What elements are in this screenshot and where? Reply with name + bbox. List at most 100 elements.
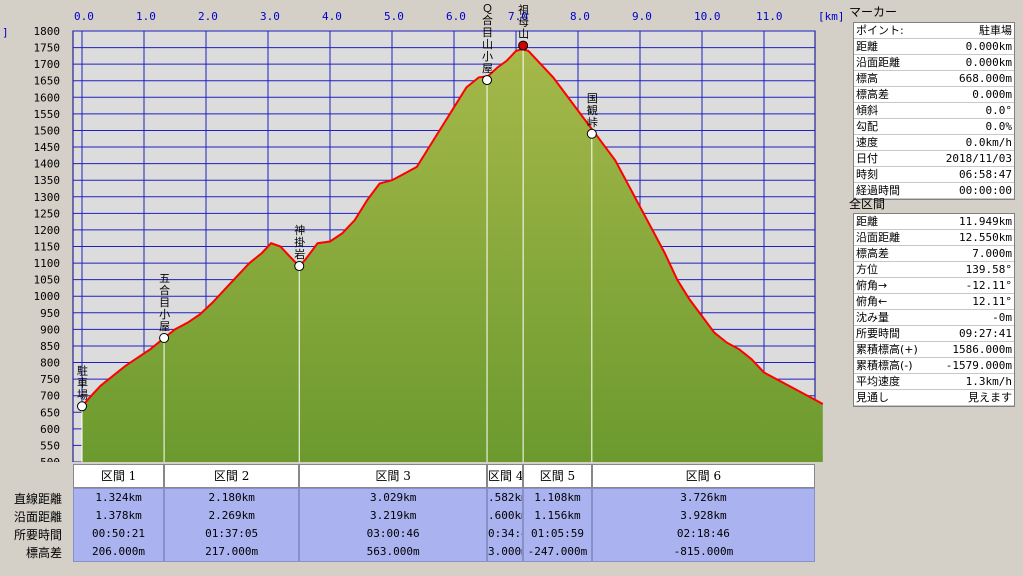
marker-prop-value: 00:00:00 [959,184,1012,197]
marker-prop-key: 傾斜 [856,104,878,117]
marker-prop-key: 経過時間 [856,184,900,197]
segment-value: 1.324km [95,491,142,504]
total-prop-key: 見通し [856,391,889,404]
segment-column[interactable]: 区間 5 1.108km 1.156km 01:05:59 -247.000m [523,464,592,564]
total-prop-key: 累積標高(+) [856,343,918,356]
marker-prop-value: 06:58:47 [959,168,1012,181]
y-tick-label: 1750 [34,42,61,55]
y-tick-label: 1000 [34,290,61,303]
y-axis-ticks: 1800 1750 1700 1650 1600 1550 1500 1450 1400 1350… [34,25,61,462]
segment-value: 01:05:59 [530,527,584,540]
y-tick-label: 1250 [34,207,61,220]
total-prop-key: 標高差 [856,247,889,260]
y-tick-label: 800 [40,357,60,370]
segment-value: -247.000m [527,545,588,558]
marker-prop-value: 0.000km [965,40,1012,53]
segment-value: -815.000m [673,545,734,558]
y-tick-label: 1100 [34,257,61,270]
x-tick-label: 7.0 [508,10,528,23]
total-prop-value: 12.550km [959,231,1012,244]
marker-prop-row: 日付 2018/11/03 [854,151,1014,167]
total-prop-key: 沈み量 [856,311,889,324]
total-prop-value: 139.58° [965,263,1012,276]
row-label-elevation-diff: 標高差 [25,546,62,560]
segment-column[interactable]: 区間 3 3.029km 3.219km 03:00:46 563.000m [299,464,488,564]
waypoint-marker[interactable] [482,75,493,86]
marker-prop-key: 距離 [856,40,878,53]
segment-value: 00:50:21 [92,527,146,540]
segment-value: 3.928km [680,509,727,522]
total-prop-row: 方位 139.58° [854,262,1014,278]
y-tick-label: 950 [40,307,60,320]
x-tick-label: 8.0 [570,10,590,23]
marker-prop-row: 標高差 0.000m [854,87,1014,103]
total-prop-key: 累積標高(-) [856,359,913,372]
y-tick-label: 750 [40,373,60,386]
segment-value: 1.156km [534,509,581,522]
x-tick-label: 4.0 [322,10,342,23]
y-tick-label: 1800 [34,25,61,38]
waypoint-marker[interactable] [294,261,305,272]
y-tick-label: 1200 [34,224,61,237]
segment-header: 区間 3 [299,464,488,488]
segment-value: 03:00:46 [366,527,420,540]
segment-header: 区間 1 [73,464,165,488]
marker-prop-key: 沿面距離 [856,56,900,69]
segment-value: 3.726km [680,491,727,504]
y-tick-label: 900 [40,323,60,336]
total-prop-key: 俯角← [856,295,888,308]
segment-value: 0:34:4 [488,527,522,540]
waypoint-label: Ｑ合目山小屋 [482,2,493,75]
waypoint-marker[interactable] [159,333,170,344]
marker-prop-value: 668.000m [959,72,1012,85]
y-tick-label: 1400 [34,158,61,171]
row-label-duration: 所要時間 [13,528,62,542]
marker-prop-value: 駐車場 [979,24,1012,37]
x-tick-label: 1.0 [136,10,156,23]
row-label-straight-distance: 直線距離 [13,492,62,506]
segment-value: .582km [488,491,522,504]
waypoint-marker[interactable] [77,401,87,412]
y-tick-label: 1700 [34,58,61,71]
profile-area [81,48,824,462]
segment-column[interactable]: 区間 1 1.324km 1.378km 00:50:21 206.000m [73,464,165,564]
marker-prop-value: 0.000m [972,88,1012,101]
waypoint-marker[interactable] [586,128,597,139]
total-prop-key: 平均速度 [856,375,900,388]
segment-value: 217.000m [205,545,259,558]
waypoint-label: 神掛岩 [294,223,305,261]
segment-column[interactable]: 区間 4 .582km .600km 0:34:4 3.000m [487,464,524,564]
marker-prop-key: 速度 [856,136,878,149]
segment-values: 1.324km 1.378km 00:50:21 206.000m [73,488,165,562]
total-prop-row: 俯角← 12.11° [854,294,1014,310]
total-prop-value: 09:27:41 [959,327,1012,340]
x-tick-label: 11.0 [756,10,783,23]
y-tick-label: 1300 [34,191,61,204]
y-tick-label: 1500 [34,124,61,137]
total-properties: 距離 11.949km 沿面距離 12.550km 標高差 7.000m 方位 139.58°… [853,213,1015,407]
x-axis-ticks: 0.0 1.0 2.0 3.0 4.0 5.0 6.0 7.0 8.0 9.0 10.0 11.0 [74,10,783,23]
marker-properties: ポイント: 駐車場 距離 0.000km 沿面距離 0.000km 標高 668.000m 標高… [853,22,1015,200]
segment-values: 2.180km 2.269km 01:37:05 217.000m [164,488,300,562]
waypoint-label: 駐車場 [77,363,88,401]
segment-column[interactable]: 区間 2 2.180km 2.269km 01:37:05 217.000m [164,464,300,564]
total-prop-row: 所要時間 09:27:41 [854,326,1014,342]
total-prop-key: 所要時間 [856,327,900,340]
x-unit-label: [km] [818,10,845,23]
segment-column[interactable]: 区間 6 3.726km 3.928km 02:18:46 -815.000m [591,464,815,564]
total-prop-value: 見えます [968,391,1012,404]
elevation-area [82,49,823,462]
total-prop-value: 1.3km/h [965,375,1012,388]
x-tick-label: 5.0 [384,10,404,23]
y-tick-label: 1450 [34,141,61,154]
marker-prop-row: ポイント: 駐車場 [854,23,1014,39]
total-prop-value: -0m [992,311,1012,324]
total-prop-row: 見通し 見えます [854,390,1014,406]
total-prop-row: 沈み量 -0m [854,310,1014,326]
waypoint-marker[interactable] [518,40,529,51]
segment-values: 3.029km 3.219km 03:00:46 563.000m [299,488,488,562]
y-tick-label: 1150 [34,241,61,254]
segment-value: 206.000m [92,545,146,558]
